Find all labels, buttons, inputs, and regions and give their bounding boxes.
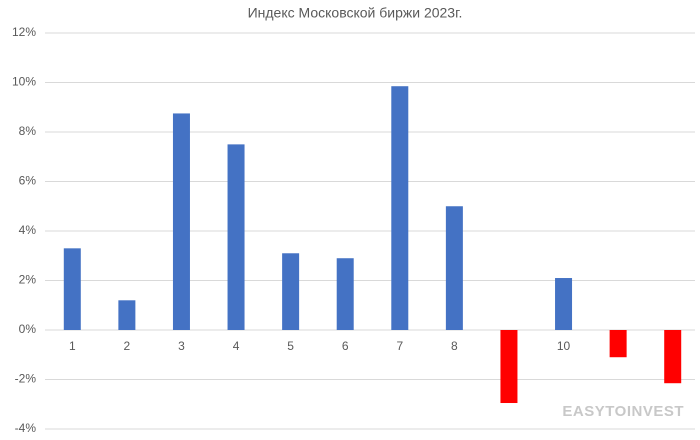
y-tick-label: 4% xyxy=(19,223,37,237)
x-tick-label: 7 xyxy=(396,339,403,353)
bar xyxy=(500,330,518,404)
bar xyxy=(664,330,682,384)
bar xyxy=(555,278,573,330)
y-tick-label: 12% xyxy=(12,25,36,39)
x-tick-label: 1 xyxy=(69,339,76,353)
watermark: EASYTOINVEST xyxy=(562,403,684,420)
x-tick-label: 8 xyxy=(451,339,458,353)
bar xyxy=(391,86,409,331)
y-tick-label: 6% xyxy=(19,174,37,188)
x-tick-label: 6 xyxy=(342,339,349,353)
bar xyxy=(118,300,136,330)
chart-title: Индекс Московской биржи 2023г. xyxy=(248,5,463,21)
bar xyxy=(282,253,300,330)
bar xyxy=(172,113,190,330)
x-tick-label: 4 xyxy=(233,339,240,353)
x-tick-label: 10 xyxy=(557,339,571,353)
bar xyxy=(63,248,81,330)
bar xyxy=(336,258,354,330)
x-tick-label: 5 xyxy=(287,339,294,353)
y-tick-label: -2% xyxy=(15,372,37,386)
bar xyxy=(227,144,245,330)
y-tick-label: -4% xyxy=(15,421,37,435)
bar xyxy=(609,330,627,358)
y-tick-label: 2% xyxy=(19,273,37,287)
x-tick-label: 3 xyxy=(178,339,185,353)
y-tick-label: 8% xyxy=(19,124,37,138)
x-tick-label: 2 xyxy=(124,339,131,353)
y-tick-label: 10% xyxy=(12,75,36,89)
bar xyxy=(445,206,463,330)
y-tick-label: 0% xyxy=(19,322,37,336)
